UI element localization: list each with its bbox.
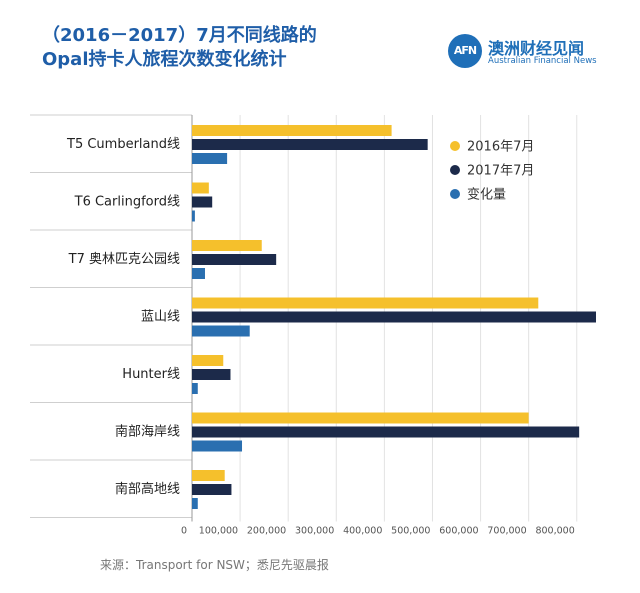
x-tick-label: 0 [181,526,187,537]
x-tick-label: 700,000 [487,526,526,537]
legend-label: 变化量 [467,187,506,203]
bar-2 [192,440,243,452]
x-tick-label: 800,000 [535,526,574,537]
category-label: T5 Cumberland线 [66,137,180,152]
category-label: T6 Carlingford线 [74,194,180,209]
bar-2 [192,210,195,222]
title-line-2: Opal持卡人旅程次数变化统计 [42,49,287,70]
x-tick-label: 300,000 [295,526,334,537]
bar-1 [192,311,596,323]
bar-1 [192,196,213,208]
x-tick-label: 100,000 [199,526,238,537]
bar-0 [192,125,392,136]
category-label: 蓝山线 [141,309,180,324]
bar-2 [192,498,198,509]
legend-marker [450,189,460,199]
title-line-1: （2016－2017）7月不同线路的 [42,25,317,46]
chart-title: （2016－2017）7月不同线路的 Opal持卡人旅程次数变化统计 [42,24,402,72]
bar-1 [192,139,428,150]
bar-0 [192,240,262,251]
bar-2 [192,153,228,164]
source-note: 来源：Transport for NSW；悉尼先驱晨报 [100,558,329,572]
bar-1 [192,369,231,380]
x-tick-label: 500,000 [391,526,430,537]
bar-0 [192,182,209,194]
legend-label: 2017年7月 [467,164,534,179]
bar-2 [192,268,205,279]
category-label: Hunter线 [122,367,180,382]
bar-0 [192,355,224,366]
category-label: T7 奥林匹克公园线 [68,252,180,267]
bar-0 [192,297,539,309]
legend-marker [450,165,460,175]
logo-name-cn: 澳洲财经见闻 [488,39,585,58]
bar-2 [192,383,198,394]
legend-label: 2016年7月 [467,140,534,155]
afn-logo-icon: AFN [448,34,482,68]
bar-1 [192,426,580,438]
bar-2 [192,325,250,337]
legend-marker [450,141,460,151]
category-label: 南部海岸线 [115,423,180,439]
bar-1 [192,254,277,265]
x-tick-label: 400,000 [343,526,382,537]
logo-name-en: Australian Financial News [488,56,597,66]
bar-0 [192,470,225,481]
afn-logo: AFN 澳洲财经见闻 Australian Financial News [448,34,618,74]
x-tick-label: 200,000 [247,526,286,537]
bar-0 [192,412,529,424]
x-tick-label: 600,000 [439,526,478,537]
bar-1 [192,484,232,495]
category-label: 南部高地线 [115,481,180,497]
